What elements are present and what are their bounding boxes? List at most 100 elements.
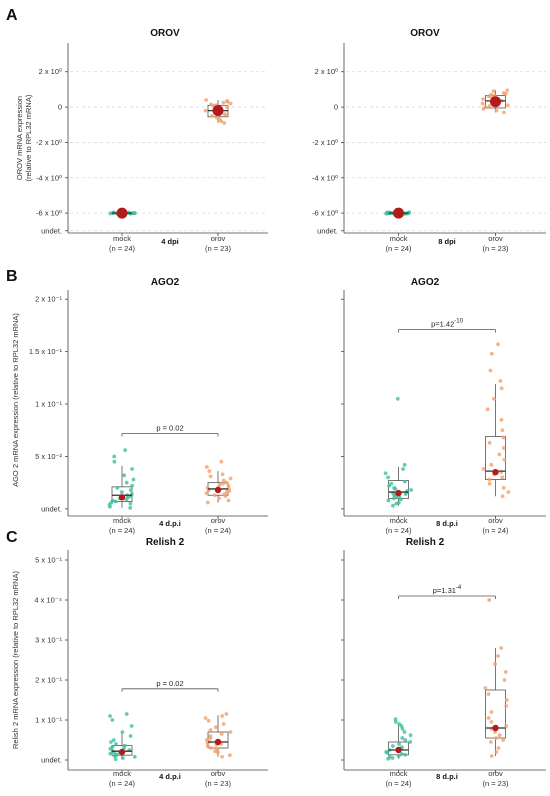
y-tick-label: 2 x 10⁰ <box>315 67 338 76</box>
data-point <box>487 440 492 445</box>
data-point <box>501 446 506 450</box>
data-point <box>496 654 500 658</box>
data-point <box>400 736 405 740</box>
data-point <box>489 720 494 724</box>
x-category-label: mock <box>390 769 408 778</box>
chart-3: AGO2 2 x 10⁻¹ 1.5 x 10⁻¹ 1 x 10⁻¹ 5 x 10⁻² un… <box>11 277 268 535</box>
data-point <box>488 368 493 373</box>
dpi-label: 4 d.p.i <box>159 519 181 528</box>
data-point <box>110 718 115 722</box>
data-point <box>496 342 500 347</box>
data-point <box>108 714 112 718</box>
y-tick-label: 3 x 10⁻¹ <box>35 636 62 645</box>
data-point <box>217 482 222 487</box>
y-tick-label: -6 x 10⁰ <box>36 209 62 218</box>
y-tick-label: -6 x 10⁰ <box>312 209 338 218</box>
y-tick-label: 2 x 10⁻¹ <box>35 295 62 304</box>
y-tick-label: 5 x 10⁻² <box>35 452 62 461</box>
data-point <box>227 753 232 758</box>
data-point <box>206 744 210 749</box>
data-point <box>108 751 113 756</box>
data-point <box>489 92 494 97</box>
data-point <box>210 114 214 118</box>
x-category-label: mock <box>390 234 408 243</box>
data-point <box>215 747 220 752</box>
pvalue-label: p = 0.02 <box>156 679 183 688</box>
data-point <box>209 746 214 750</box>
chart-title: Relish 2 <box>406 537 445 548</box>
y-tick-label: 1 x 10⁻¹ <box>35 716 62 725</box>
y-tick-label: undet. <box>41 226 62 235</box>
data-point <box>225 98 230 103</box>
data-point <box>216 750 220 755</box>
x-category-label: orov <box>488 234 503 243</box>
data-point <box>221 100 226 105</box>
data-point <box>387 754 392 759</box>
x-category-label: orov <box>211 516 226 525</box>
charts-group: OROV 2 x 10⁰ 0 -2 x 10⁰ -4 x 10⁰ -6 x 10⁰ unde… <box>11 28 546 788</box>
data-point <box>220 754 224 759</box>
y-tick-label: 1.5 x 10⁻¹ <box>29 347 63 356</box>
x-category-label: orov <box>211 234 226 243</box>
pvalue-text: p=1.31 <box>433 586 456 595</box>
data-point <box>204 98 209 102</box>
data-point <box>221 478 226 483</box>
data-point <box>504 724 509 728</box>
data-point <box>499 386 504 391</box>
data-point <box>498 379 503 383</box>
data-point <box>494 736 498 740</box>
data-point <box>213 725 218 730</box>
data-point <box>389 481 394 486</box>
data-point <box>501 485 506 490</box>
mean-point <box>118 494 126 501</box>
dpi-label: 8 dpi <box>438 237 456 246</box>
mean-point <box>214 486 222 494</box>
data-point <box>501 738 506 742</box>
data-point <box>226 487 231 491</box>
data-point <box>487 598 492 602</box>
data-point <box>485 407 490 412</box>
data-point <box>205 500 210 505</box>
data-point <box>131 477 136 482</box>
data-point <box>491 89 496 94</box>
pvalue-label: p = 0.02 <box>156 423 183 432</box>
data-point <box>219 119 224 124</box>
data-point <box>220 472 225 477</box>
data-point <box>494 108 499 113</box>
data-point <box>120 730 125 734</box>
data-point <box>502 110 506 115</box>
data-point <box>228 730 233 734</box>
chart-title: AGO2 <box>151 277 180 288</box>
data-point <box>501 91 506 95</box>
data-point <box>209 102 214 107</box>
y-axis-label: Relish 2 mRNA expression (relative to RP… <box>11 571 20 749</box>
data-point <box>489 754 494 758</box>
data-point <box>110 498 115 503</box>
mean-point <box>492 468 499 476</box>
data-point <box>208 474 213 479</box>
data-point <box>497 733 502 738</box>
data-point <box>481 97 485 102</box>
data-point <box>115 485 120 490</box>
data-point <box>487 477 492 482</box>
panel-letter-c: C <box>6 529 18 546</box>
data-point <box>499 417 504 422</box>
x-n-label: (n = 24) <box>482 526 509 535</box>
box <box>485 436 506 480</box>
x-category-label: mock <box>113 234 131 243</box>
panel-letter-b: B <box>6 268 18 285</box>
chart-title: Relish 2 <box>146 537 185 548</box>
x-n-label: (n = 24) <box>386 244 413 253</box>
data-point <box>384 750 389 754</box>
data-point <box>487 481 492 486</box>
data-point <box>113 757 118 762</box>
pvalue-text: p = 0.02 <box>156 679 183 688</box>
x-n-label: (n = 23) <box>205 779 232 788</box>
chart-title: AGO2 <box>411 277 440 288</box>
data-point <box>402 462 407 467</box>
y-tick-label: undet. <box>41 504 62 513</box>
x-n-label: (n = 24) <box>205 526 232 535</box>
data-point <box>402 479 407 484</box>
chart-title: OROV <box>410 28 440 39</box>
data-point <box>496 746 501 750</box>
